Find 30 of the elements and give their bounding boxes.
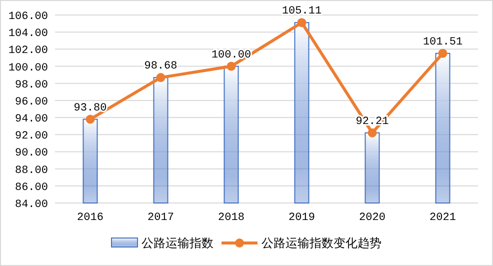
x-tick-label: 2018 — [218, 212, 244, 224]
point — [156, 73, 166, 82]
point — [226, 62, 236, 71]
y-tick-label: 88.00 — [14, 164, 48, 177]
point — [86, 114, 95, 124]
text: 101.51 — [422, 36, 463, 48]
y-tick-label: 102.00 — [8, 45, 48, 58]
y-tick-label: 94.00 — [14, 114, 48, 126]
x-tick-label: 2020 — [359, 212, 386, 224]
x-tick-label: 2021 — [430, 212, 456, 224]
x-tick-label: 2017 — [148, 212, 174, 224]
y-tick-label: 92.00 — [14, 130, 48, 143]
text: 105.11 — [282, 6, 322, 18]
legend-label: 公路运输指数变化趋势 — [262, 236, 382, 251]
point — [297, 18, 306, 28]
y-tick-label: 104.00 — [8, 28, 48, 40]
y-tick-label: 106.00 — [8, 11, 48, 23]
x-tick-label: 2019 — [288, 212, 315, 224]
text: 93.80 — [74, 102, 107, 114]
y-tick-label: 84.00 — [14, 199, 48, 211]
y-tick-label: 90.00 — [14, 148, 48, 160]
text: 98.68 — [144, 60, 178, 73]
y-tick-label: 98.00 — [14, 79, 48, 92]
x-tick-label: 2016 — [77, 212, 104, 224]
legend-label: 公路运输指数 — [142, 237, 214, 251]
point — [368, 128, 377, 138]
point — [438, 48, 448, 58]
y-tick-label: 96.00 — [14, 96, 48, 108]
y-tick-label: 100.00 — [8, 62, 48, 74]
y-tick-label: 86.00 — [14, 182, 48, 194]
